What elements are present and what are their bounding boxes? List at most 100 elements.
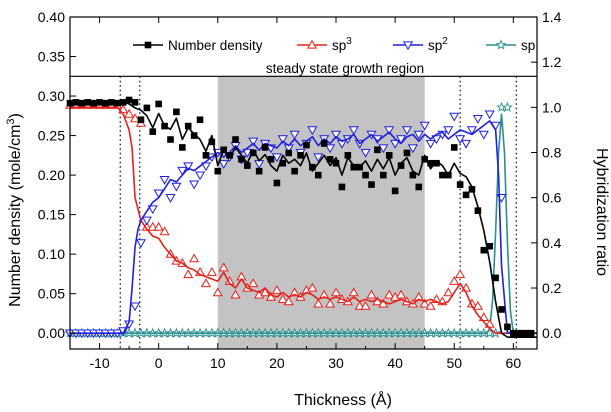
legend-label: sp <box>521 38 535 53</box>
data-point <box>129 113 141 123</box>
data-point <box>433 159 440 167</box>
data-point <box>137 116 145 124</box>
data-point <box>200 162 212 172</box>
data-point <box>427 159 434 167</box>
data-point <box>147 221 158 231</box>
legend-item-2: sp2 <box>393 36 448 53</box>
data-point <box>177 166 188 176</box>
series-layer <box>64 96 537 339</box>
x-tick-label: -10 <box>89 355 109 371</box>
data-point <box>478 130 489 140</box>
data-point <box>125 96 133 104</box>
data-point <box>330 130 342 140</box>
series-line-2 <box>70 120 537 334</box>
data-point <box>350 163 358 171</box>
data-point <box>395 289 407 299</box>
data-point <box>384 289 395 299</box>
data-point <box>271 285 282 294</box>
data-point <box>378 298 389 308</box>
data-point <box>165 194 176 203</box>
data-point <box>320 140 328 147</box>
x-tick-label: 10 <box>210 355 226 371</box>
data-point <box>348 287 359 297</box>
data-point <box>260 287 271 297</box>
series-0 <box>66 96 537 338</box>
data-point <box>466 126 478 136</box>
data-point <box>474 207 482 214</box>
y-right-tick-label: 0.4 <box>542 235 562 251</box>
data-point <box>354 300 365 310</box>
data-point <box>455 269 466 279</box>
data-point <box>303 141 310 149</box>
data-point <box>462 191 470 199</box>
data-point <box>144 41 152 49</box>
data-point <box>149 128 157 135</box>
data-point <box>372 296 383 306</box>
data-point <box>226 152 233 159</box>
y-axis-left-title-close: ) <box>7 113 24 118</box>
data-point <box>190 132 198 139</box>
y-right-tick-label: 0.6 <box>542 190 562 206</box>
legend-label-main: sp <box>428 38 442 53</box>
data-point <box>362 171 369 179</box>
data-point <box>472 300 483 310</box>
legend-label-main: Number density <box>168 38 263 53</box>
data-point <box>183 269 194 279</box>
data-point <box>183 162 194 172</box>
data-point <box>277 135 288 145</box>
data-point <box>143 104 151 112</box>
data-point <box>289 287 300 297</box>
data-point <box>244 162 251 169</box>
data-point <box>397 162 405 169</box>
data-point <box>326 155 334 163</box>
data-point <box>255 167 263 175</box>
data-point <box>325 298 336 308</box>
y-right-tick-label: 0.2 <box>542 280 562 296</box>
data-point <box>360 300 371 310</box>
data-point <box>189 180 200 190</box>
y-axis-left-title-sup: 3 <box>5 118 17 124</box>
data-point <box>90 99 97 107</box>
data-point <box>403 149 411 157</box>
data-point <box>413 130 424 140</box>
legend-item-1: sp3 <box>297 36 352 53</box>
x-tick-label: 20 <box>269 355 285 371</box>
data-point <box>314 171 322 179</box>
data-point <box>332 159 340 167</box>
data-point <box>279 159 287 167</box>
plot-frame <box>69 16 538 350</box>
data-point <box>348 126 359 136</box>
y-right-tick-label: 1.4 <box>542 9 562 25</box>
data-point <box>291 167 298 175</box>
data-point <box>189 253 200 263</box>
data-point <box>271 153 282 163</box>
data-point <box>306 39 318 49</box>
data-point <box>307 126 318 136</box>
legend-label-main: sp <box>521 38 535 53</box>
data-point <box>202 152 210 159</box>
data-point <box>344 152 352 159</box>
legend-label: Number density <box>168 38 263 53</box>
steady-state-region <box>217 76 425 349</box>
data-point <box>285 149 293 157</box>
data-point <box>460 139 472 149</box>
data-point <box>319 289 330 299</box>
data-point <box>439 171 446 179</box>
data-point <box>419 298 430 308</box>
x-tick-label: 0 <box>155 355 163 371</box>
data-point <box>206 267 217 276</box>
data-point <box>212 287 223 297</box>
data-point <box>338 183 346 191</box>
data-point <box>325 144 336 154</box>
legend-label-sup: 3 <box>346 36 352 47</box>
data-point <box>155 100 162 108</box>
frame-layer <box>69 16 538 350</box>
data-point <box>450 144 458 151</box>
region-label: steady state growth region <box>266 61 424 76</box>
data-point <box>242 148 253 158</box>
y-left-tick-label: 0.00 <box>38 325 65 341</box>
ticks-layer: -10 0 10 20 30 40 50 60 0.00 0.05 0.10 0.15 0.20 0.25… <box>38 9 562 371</box>
data-point <box>486 242 494 250</box>
data-point <box>409 171 417 179</box>
data-point <box>135 239 147 249</box>
